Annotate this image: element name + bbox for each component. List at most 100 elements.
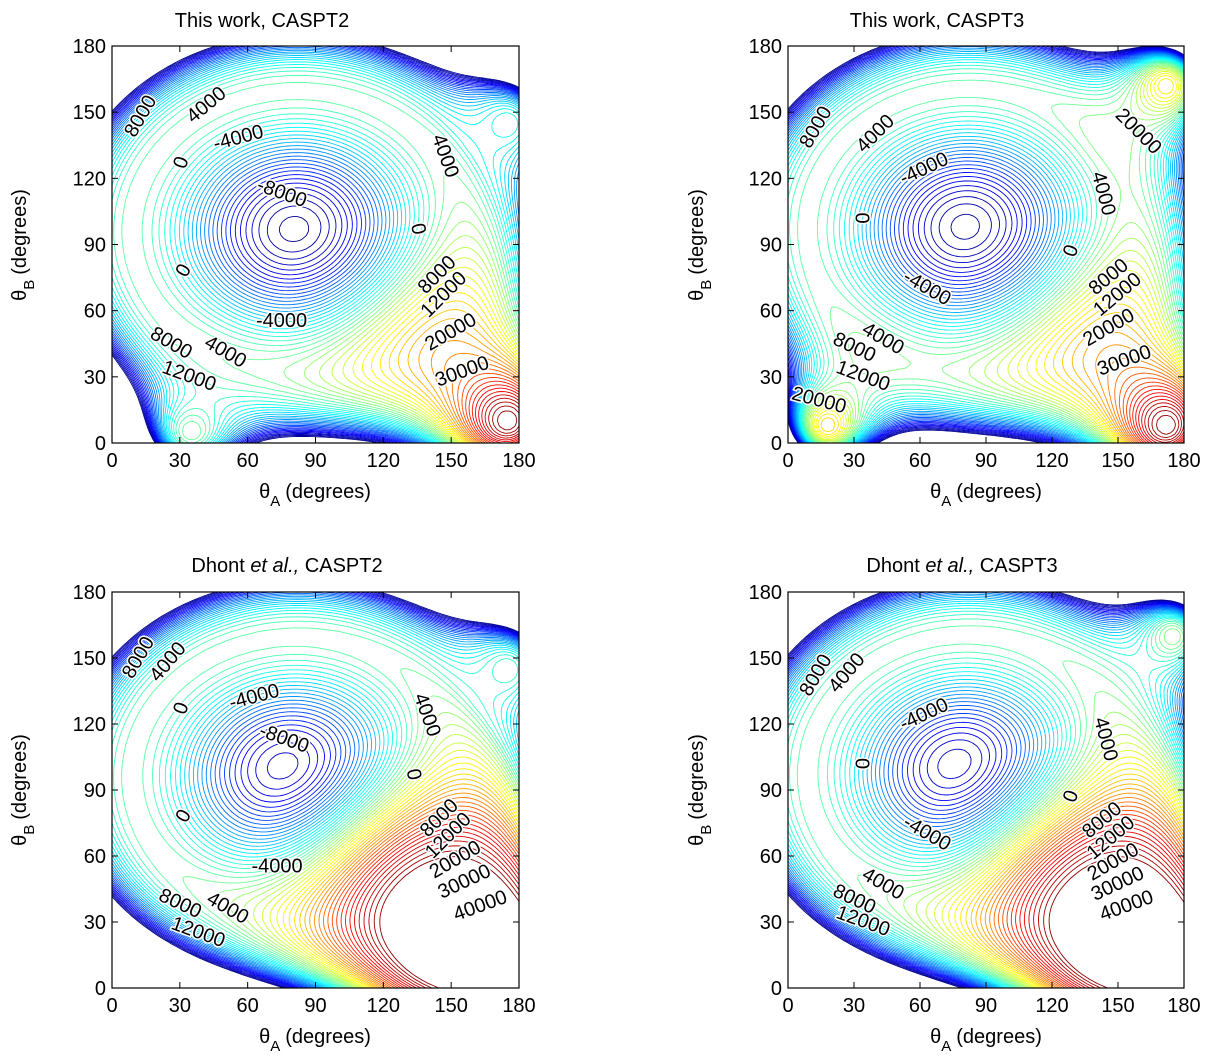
x-tick-label: 0 xyxy=(106,450,117,472)
contour-level xyxy=(997,805,1184,988)
contour-level xyxy=(948,756,1184,988)
contour-level xyxy=(788,592,1184,988)
y-tick-label: 150 xyxy=(749,648,782,670)
y-tick-label: 120 xyxy=(749,168,782,190)
contour-level xyxy=(345,822,519,988)
contour-level xyxy=(112,61,519,443)
y-tick-label: 60 xyxy=(84,846,106,868)
contour-level xyxy=(269,749,519,988)
contour-level xyxy=(788,592,1184,988)
contour-level xyxy=(112,607,519,988)
contour-level xyxy=(788,59,1184,443)
contour-level xyxy=(788,607,1184,988)
contour-level xyxy=(1095,344,1184,443)
contour-level xyxy=(112,592,519,988)
contour-level xyxy=(283,201,519,443)
x-tick-label: 150 xyxy=(1101,450,1134,472)
contour-level xyxy=(788,592,1184,988)
y-tick-label: 30 xyxy=(760,367,782,389)
x-tick-label: 30 xyxy=(843,450,865,472)
y-axis-label: θB(degrees) xyxy=(686,734,715,846)
contour-level xyxy=(808,66,1184,443)
contour-level xyxy=(915,724,1184,988)
contour-level xyxy=(457,368,519,443)
contour-level xyxy=(112,48,519,443)
contour-level xyxy=(993,801,1184,988)
x-tick-label: 90 xyxy=(975,450,997,472)
contour-level xyxy=(484,397,519,439)
y-tick-label: 0 xyxy=(95,433,106,455)
contour-level xyxy=(303,220,519,443)
y-tick-label: 180 xyxy=(73,36,106,58)
contour-level xyxy=(1151,410,1180,439)
contour-level xyxy=(112,70,519,443)
contour-level xyxy=(496,410,518,431)
contour-level xyxy=(112,592,519,988)
contour-level xyxy=(788,47,1184,443)
contour-level xyxy=(1019,826,1184,988)
contour-level xyxy=(788,46,1184,443)
contour-level xyxy=(820,303,1184,443)
contour-level xyxy=(336,814,519,988)
y-tick-label: 30 xyxy=(84,912,106,934)
contour-level xyxy=(1107,357,1184,443)
x-tick-label: 150 xyxy=(1101,995,1134,1017)
x-tick-label: 120 xyxy=(367,995,400,1017)
contour-level xyxy=(788,46,1184,443)
contour-level xyxy=(261,742,519,988)
contour-level xyxy=(276,756,519,988)
contour-level xyxy=(112,46,519,443)
contour-level xyxy=(796,622,1184,988)
contour-level xyxy=(1147,406,1182,441)
contour-level xyxy=(443,352,519,443)
contour-level xyxy=(230,711,519,988)
x-tick-label: 30 xyxy=(169,995,191,1017)
contour-level xyxy=(788,593,1184,988)
contour-level xyxy=(112,53,519,443)
y-tick-label: 180 xyxy=(749,582,782,604)
contour-level xyxy=(788,592,1184,988)
contour-level xyxy=(299,778,519,988)
contour-level xyxy=(112,592,519,988)
contour-level xyxy=(282,762,519,988)
contour-level xyxy=(970,778,1184,988)
contour-level xyxy=(309,788,519,988)
contour-level xyxy=(253,733,519,988)
y-tick-label: 60 xyxy=(84,301,106,323)
contour-level xyxy=(1028,835,1184,988)
contour-level xyxy=(468,380,519,443)
contour-level xyxy=(112,49,519,443)
y-tick-label: 0 xyxy=(771,433,782,455)
contour-level xyxy=(788,592,1184,988)
contour-level xyxy=(1156,414,1176,435)
x-tick-label: 90 xyxy=(304,450,326,472)
x-tick-label: 0 xyxy=(782,450,793,472)
contour-level xyxy=(430,340,519,443)
contour-label: 0 xyxy=(850,212,872,223)
contour-level xyxy=(813,72,1184,443)
contour-level xyxy=(112,592,519,988)
contour-level xyxy=(349,826,519,988)
contour-level xyxy=(809,67,1184,443)
contour-level xyxy=(294,773,519,988)
contour-level xyxy=(788,598,1184,988)
contour-level xyxy=(481,394,519,441)
contour-level xyxy=(1043,850,1184,988)
x-tick-label: 150 xyxy=(434,995,467,1017)
contour-level xyxy=(788,596,1184,988)
contour-level xyxy=(980,788,1184,988)
contour-level xyxy=(812,71,1184,443)
contour-level xyxy=(112,59,519,443)
contour-level xyxy=(1114,366,1184,443)
contour-level xyxy=(112,46,519,443)
contour-level xyxy=(788,54,1184,443)
contour-level xyxy=(112,51,519,443)
contour-level xyxy=(112,592,519,988)
contour-level xyxy=(318,797,519,988)
y-tick-label: 180 xyxy=(749,36,782,58)
panel-title: This work, CASPT3 xyxy=(850,10,1025,32)
y-tick-label: 60 xyxy=(760,301,782,323)
y-tick-label: 0 xyxy=(95,978,106,1000)
contour-level xyxy=(788,600,1184,988)
contour-level xyxy=(112,46,519,443)
